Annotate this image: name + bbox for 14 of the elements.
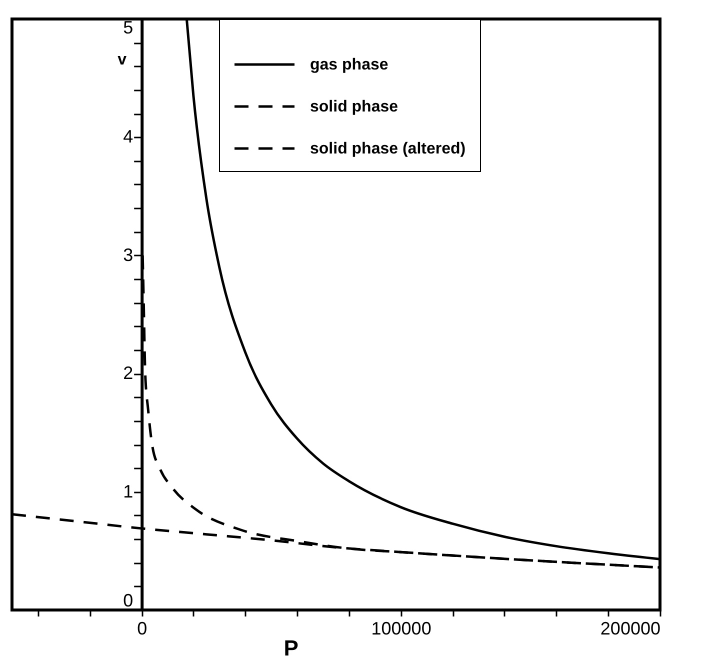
x-tick-label: 0: [137, 618, 148, 638]
y-tick-label: 0: [123, 590, 134, 610]
legend-label: solid phase: [310, 98, 398, 116]
y-tick-label: 3: [123, 244, 134, 265]
legend-label: gas phase: [310, 56, 388, 74]
y-tick-label: 2: [123, 363, 134, 384]
y-tick-label: 4: [123, 126, 134, 147]
y-axis-title: v: [118, 52, 127, 68]
x-axis-title: P: [284, 636, 298, 660]
y-tick-label: 1: [123, 481, 134, 502]
x-tick-label: 200000: [600, 618, 660, 638]
x-tick-label: 100000: [371, 618, 432, 638]
legend-label: solid phase (altered): [310, 140, 466, 158]
y-tick-label: 5: [123, 18, 134, 38]
